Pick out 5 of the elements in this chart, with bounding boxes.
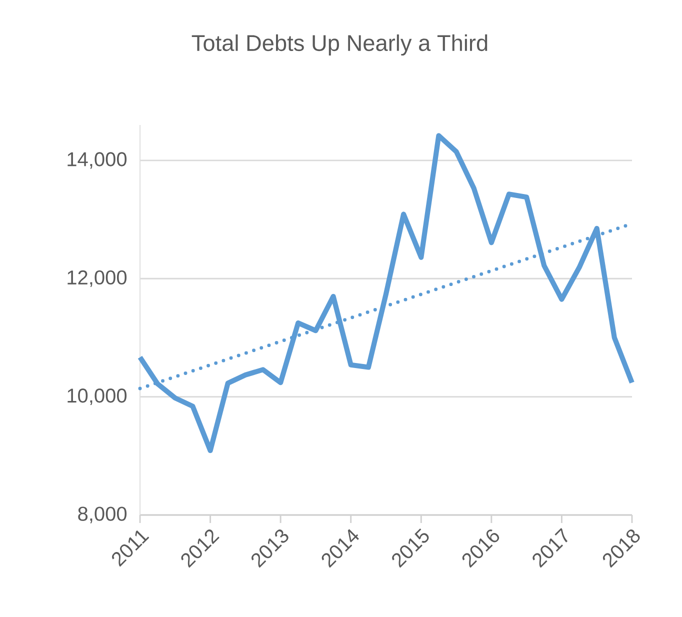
chart-title: Total Debts Up Nearly a Third <box>192 34 488 56</box>
y-tick-label: 8,000 <box>78 506 127 524</box>
y-tick-label: 14,000 <box>68 152 127 169</box>
y-tick-label: 12,000 <box>68 270 127 287</box>
y-tick-label: 10,000 <box>68 388 127 406</box>
